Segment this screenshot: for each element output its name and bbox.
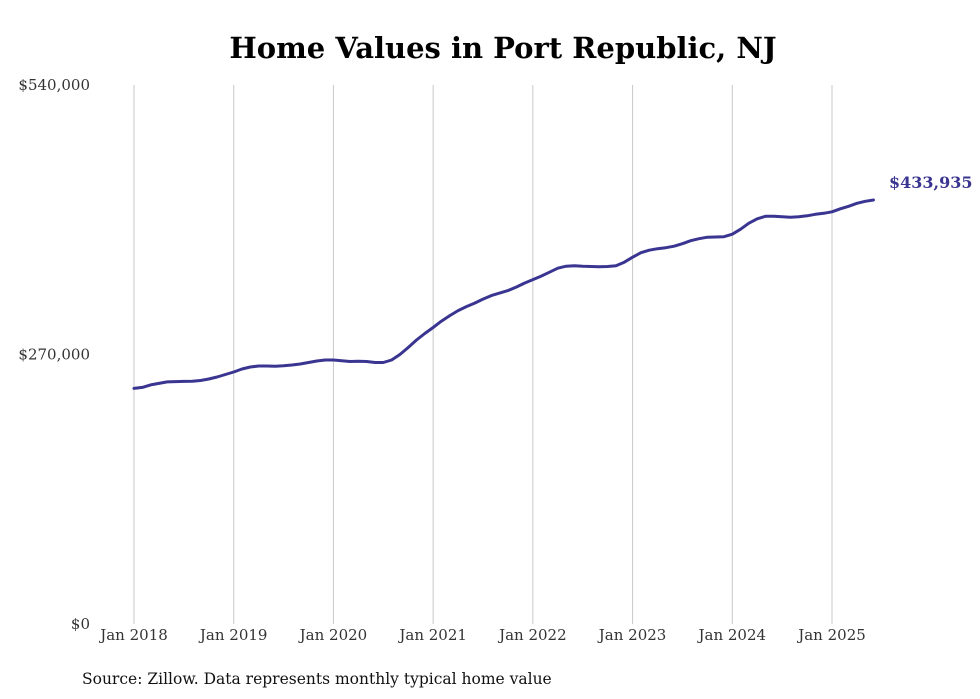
y-tick-label: $540,000 [18, 76, 90, 94]
series-line [132, 198, 875, 390]
x-tick-label: Jan 2023 [597, 626, 667, 644]
x-tick-label: Jan 2021 [397, 626, 467, 644]
y-tick-label: $270,000 [18, 346, 90, 364]
source-note: Source: Zillow. Data represents monthly … [82, 670, 552, 688]
x-tick-label: Jan 2025 [796, 626, 866, 644]
y-tick-label: $0 [71, 615, 90, 633]
x-tick-label: Jan 2022 [497, 626, 567, 644]
x-tick-label: Jan 2019 [198, 626, 268, 644]
x-tick-label: Jan 2020 [298, 626, 368, 644]
y-axis-ticks: $0 $270,000 $540,000 [18, 76, 90, 633]
x-tick-label: Jan 2018 [98, 626, 168, 644]
grid-lines [133, 85, 833, 624]
end-value-label: $433,935 [889, 173, 973, 192]
x-tick-label: Jan 2024 [697, 626, 767, 644]
x-axis-ticks: Jan 2018 Jan 2019 Jan 2020 Jan 2021 Jan 2022… [98, 626, 866, 644]
chart-title: Home Values in Port Republic, NJ [229, 31, 776, 65]
